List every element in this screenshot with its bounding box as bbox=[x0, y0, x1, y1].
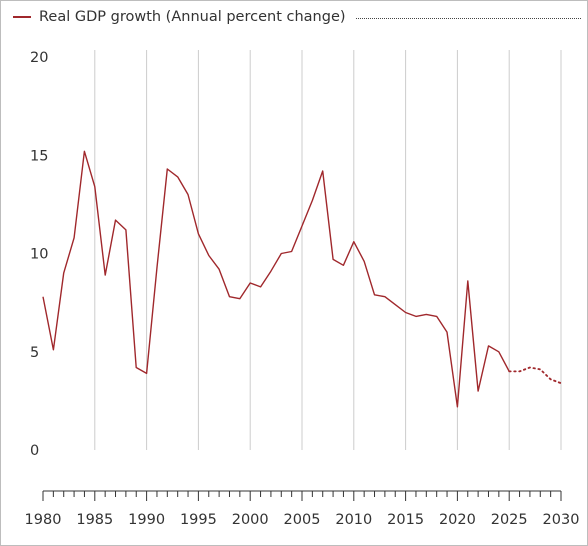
projection-line bbox=[508, 366, 562, 385]
x-tick-label-2005: 2005 bbox=[284, 512, 321, 528]
x-tick-label-1990: 1990 bbox=[128, 512, 165, 528]
x-tick-label-2020: 2020 bbox=[439, 512, 476, 528]
y-tick-label-5: 5 bbox=[30, 345, 39, 361]
x-tick-label-2015: 2015 bbox=[387, 512, 424, 528]
gdp-growth-line bbox=[42, 150, 510, 408]
x-tick-label-2010: 2010 bbox=[335, 512, 372, 528]
x-tick-label-1995: 1995 bbox=[180, 512, 217, 528]
chart-legend: Real GDP growth (Annual percent change) bbox=[13, 6, 581, 28]
legend-label: Real GDP growth (Annual percent change) bbox=[39, 9, 346, 25]
legend-swatch bbox=[13, 16, 31, 18]
x-tick-label-1985: 1985 bbox=[76, 512, 113, 528]
legend-dotted-rule bbox=[355, 17, 581, 19]
y-tick-label-0: 0 bbox=[30, 443, 39, 459]
y-tick-label-15: 15 bbox=[30, 148, 48, 164]
x-tick-label-2000: 2000 bbox=[232, 512, 269, 528]
x-tick-label-2025: 2025 bbox=[491, 512, 528, 528]
x-tick-label-2030: 2030 bbox=[543, 512, 580, 528]
y-tick-label-20: 20 bbox=[30, 50, 48, 66]
y-tick-label-10: 10 bbox=[30, 247, 48, 263]
x-tick-label-1980: 1980 bbox=[25, 512, 62, 528]
